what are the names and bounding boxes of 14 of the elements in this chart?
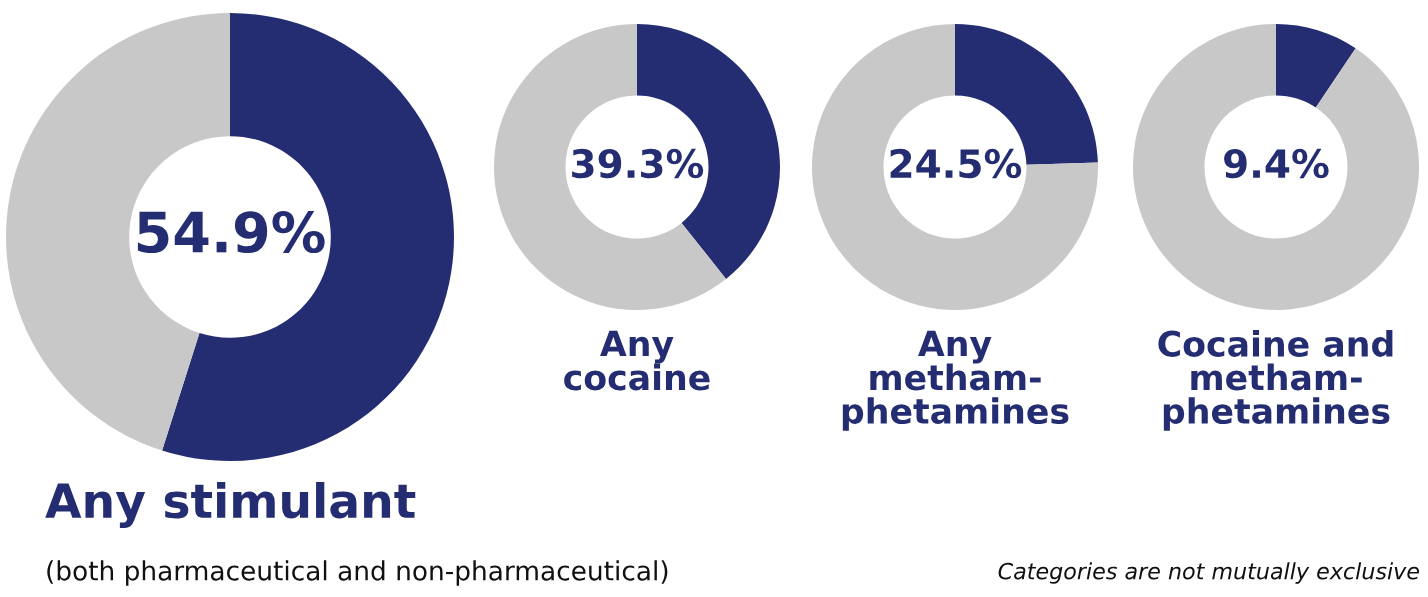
donut-slice: [812, 24, 1098, 310]
data-label: 24.5%: [890, 148, 1022, 179]
data-label: 9.4%: [1224, 148, 1329, 179]
donut-slice: [1133, 24, 1419, 310]
text: (both pharmaceutical and non-pharmaceutical): [47, 560, 668, 586]
data-label: 39.3%: [572, 148, 704, 179]
donut-slice: [1276, 24, 1356, 108]
text: Cocaine and metham- phetamines: [1158, 330, 1393, 431]
text: Any cocaine: [564, 330, 710, 391]
text: Categories are not mutually exclusive: [998, 562, 1420, 584]
text: Any stimulant: [45, 481, 416, 529]
data-label: 54.9%: [137, 211, 325, 254]
text: Any metham- phetamines: [842, 330, 1069, 431]
donut-slice: [494, 24, 727, 310]
